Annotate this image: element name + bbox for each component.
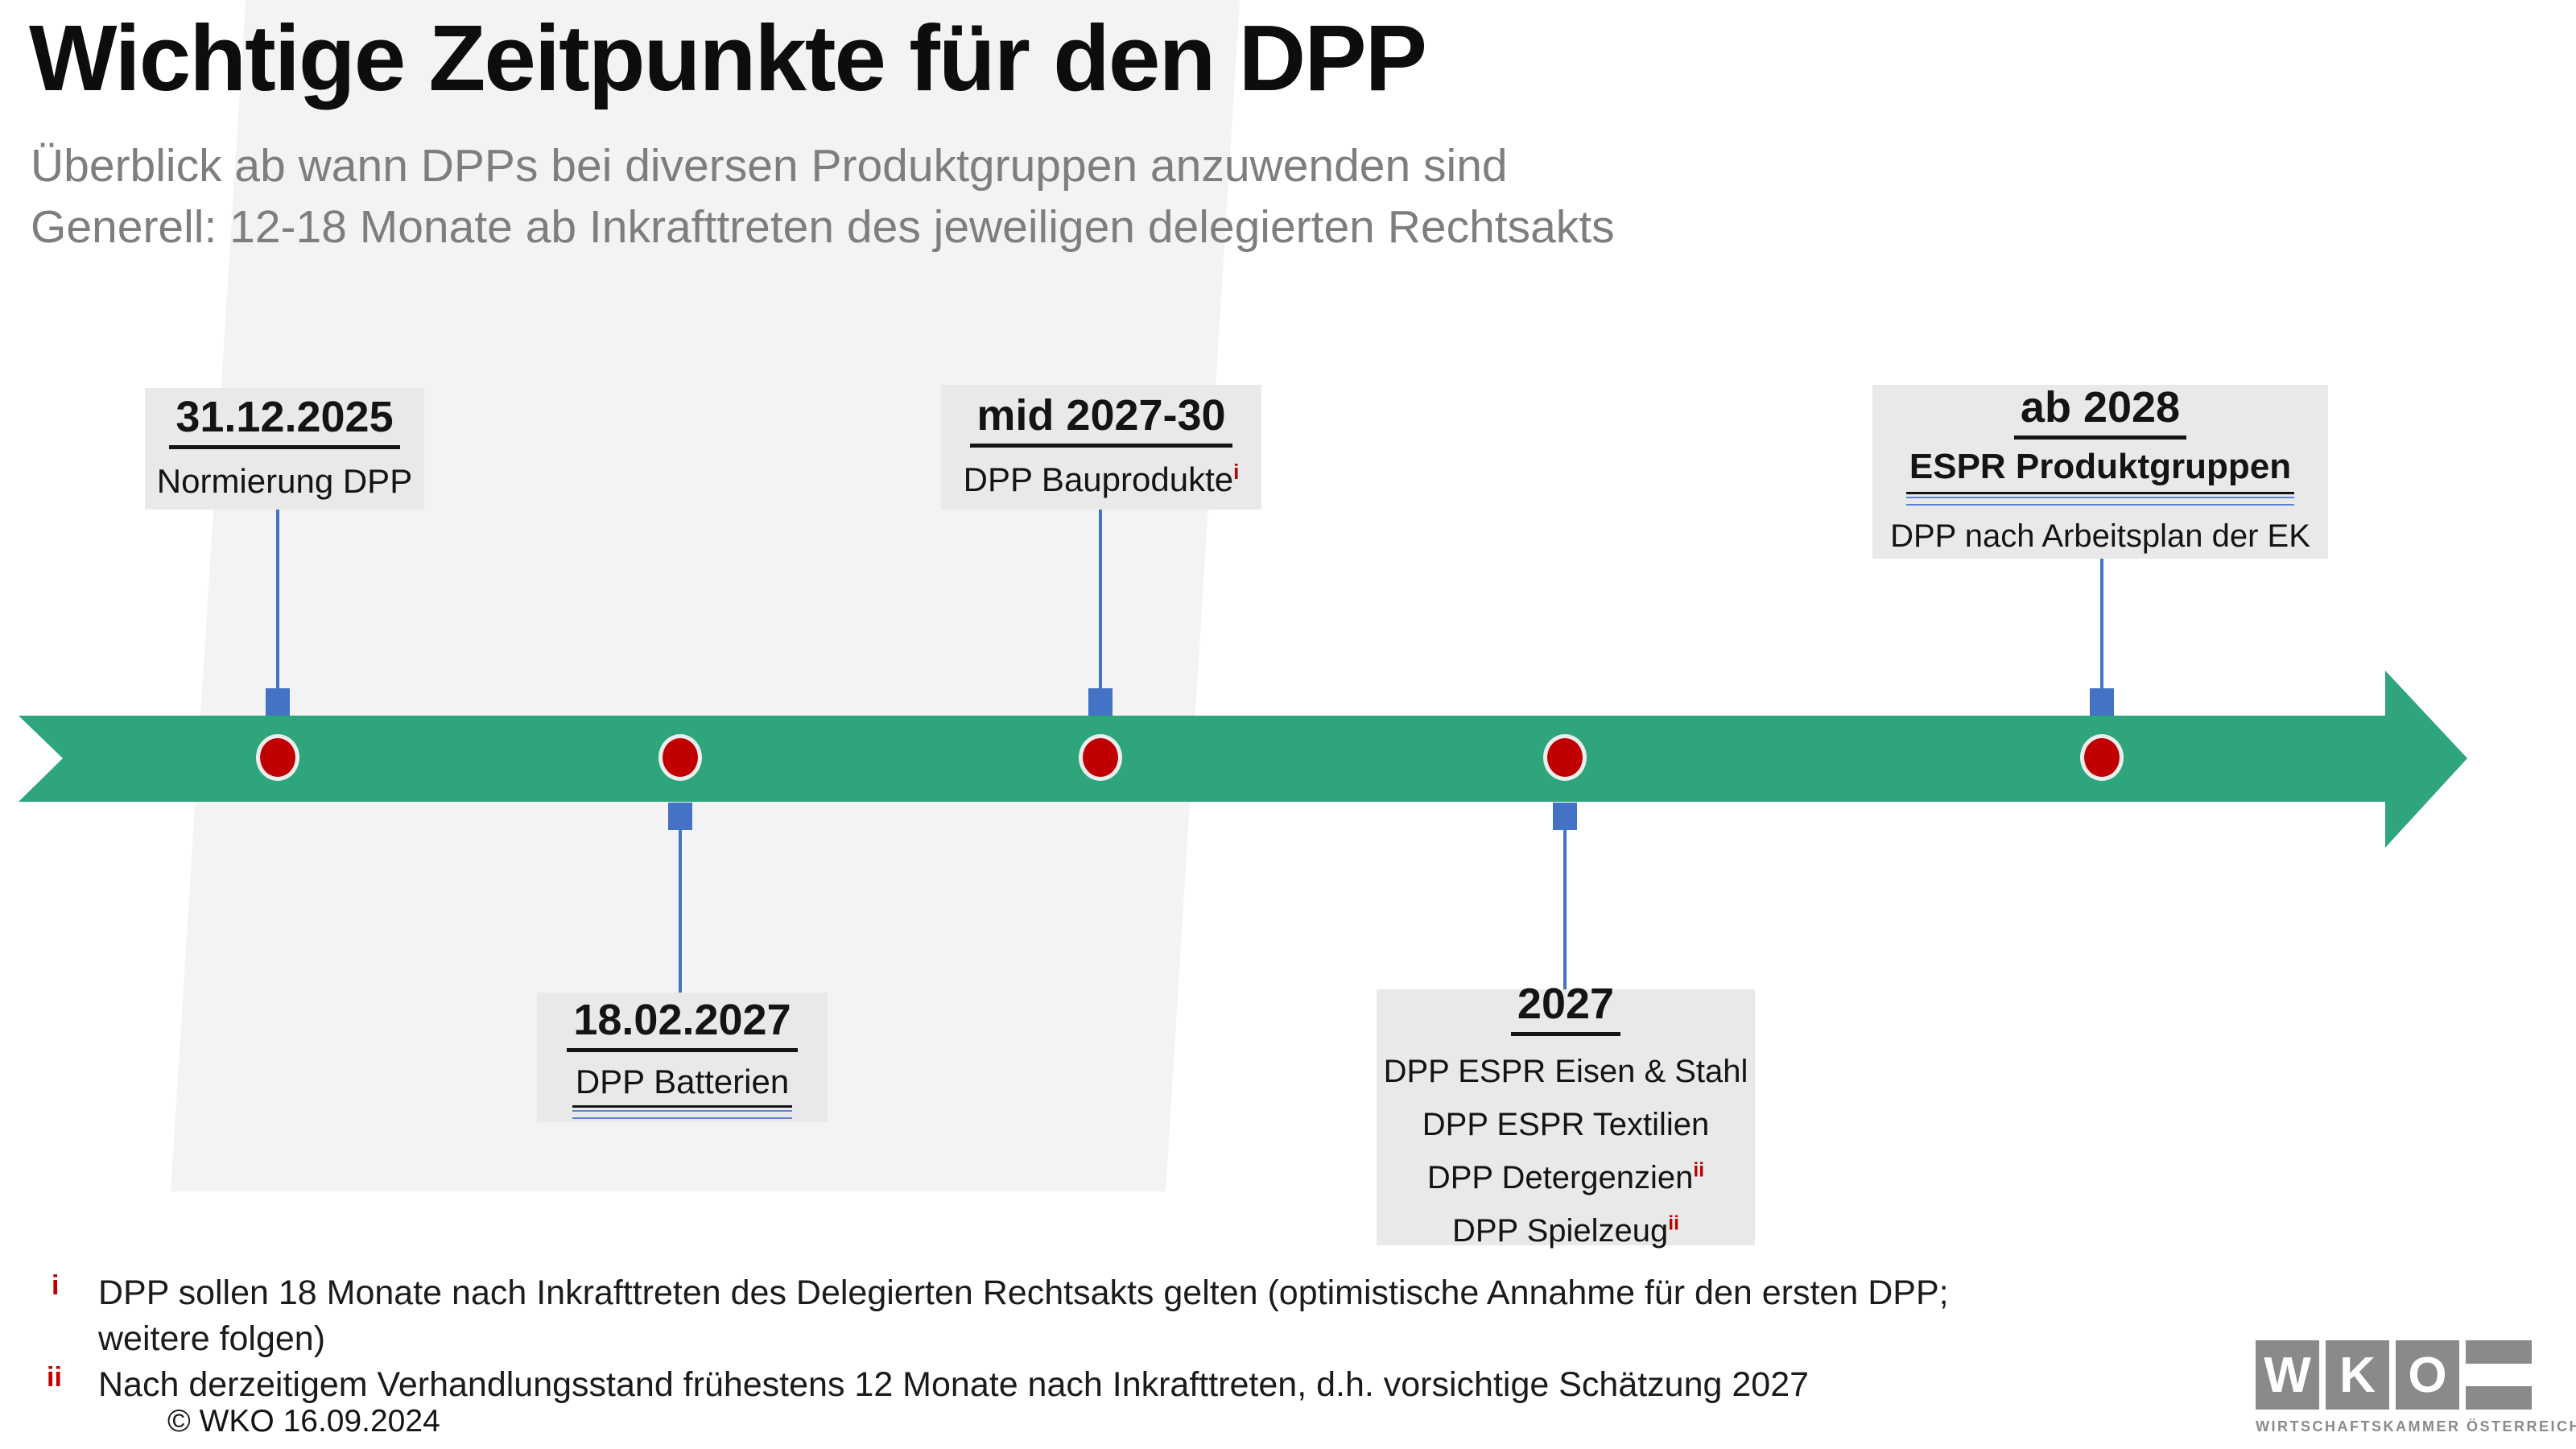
footnote-ref-ii: ii [1693, 1159, 1705, 1182]
connector-line-1 [276, 510, 279, 690]
event-line-text: DPP ESPR Textilien [1422, 1107, 1710, 1143]
footnote-marker-i: i [52, 1270, 60, 1301]
event-link-text[interactable]: DPP Batterien [572, 1062, 793, 1108]
timeline-marker-dot-4 [1543, 734, 1587, 781]
event-link-text[interactable]: ESPR Produktgruppen [1905, 446, 2295, 495]
connector-line-4 [1563, 830, 1567, 989]
event-line: DPP ESPR Textilien [1422, 1100, 1709, 1149]
link-double-underline [1905, 497, 2295, 506]
event-line-text: DPP ESPR Eisen & Stahl [1383, 1054, 1748, 1090]
event-line: DPP nach Arbeitsplan der EK [1890, 512, 2310, 560]
event-line-text: DPP Spielzeug [1451, 1213, 1669, 1249]
event-line: DPP Bauproduktei [964, 457, 1240, 503]
copyright: © WKO 16.09.2024 [167, 1404, 440, 1439]
event-date: 18.02.2027 [567, 996, 798, 1053]
connector-line-5 [2100, 559, 2103, 690]
logo-letter-o: O [2396, 1340, 2459, 1410]
connector-line-3 [1099, 510, 1102, 690]
footnote-text-i: DPP sollen 18 Monate nach Inkrafttreten … [98, 1274, 1949, 1359]
subtitle: Überblick ab wann DPPs bei diversen Prod… [31, 135, 1615, 258]
event-box-espr-produktgruppen: ab 2028 ESPR Produktgruppen DPP nach Arb… [1872, 383, 2328, 560]
subtitle-line-2: Generell: 12-18 Monate ab Inkrafttreten … [31, 201, 1615, 254]
connector-line-2 [679, 830, 682, 993]
footnote-marker-ii: ii [47, 1362, 62, 1393]
footnote-text-ii: Nach derzeitigem Verhandlungsstand frühe… [98, 1365, 1810, 1404]
wko-logo: W K O WIRTSCHAFTSKAMMER ÖSTERREICH [2256, 1340, 2576, 1435]
connector-square-3 [1088, 688, 1113, 716]
event-date: mid 2027-30 [970, 391, 1232, 448]
event-line: DPP Detergenzienii [1427, 1154, 1704, 1202]
event-box-dpp-batterien: 18.02.2027 DPP Batterien [537, 993, 828, 1122]
connector-square-1 [266, 688, 290, 716]
wko-logo-row: W K O [2256, 1340, 2576, 1410]
footnote-ref-i: i [1233, 460, 1240, 485]
event-line-text: Normierung DPP [156, 462, 413, 501]
connector-square-2 [668, 803, 692, 830]
connector-square-5 [2090, 688, 2114, 716]
timeline-marker-dot-1 [256, 734, 299, 781]
logo-flag-bar-bottom [2466, 1386, 2532, 1410]
link-double-underline [572, 1110, 793, 1120]
event-line-text: DPP nach Arbeitsplan der EK [1890, 518, 2310, 555]
event-line: DPP ESPR Eisen & Stahl [1384, 1047, 1748, 1096]
event-date: 31.12.2025 [169, 393, 400, 450]
footnote-ref-ii: ii [1668, 1212, 1680, 1235]
event-link[interactable]: ESPR Produktgruppen [1905, 446, 2295, 506]
logo-flag-bar-top [2466, 1340, 2532, 1364]
event-box-2027-group: 2027 DPP ESPR Eisen & Stahl DPP ESPR Tex… [1377, 980, 1755, 1249]
page-title: Wichtige Zeitpunkte für den DPP [29, 6, 1427, 110]
subtitle-line-1: Überblick ab wann DPPs bei diversen Prod… [31, 140, 1508, 192]
logo-letter-w: W [2256, 1340, 2319, 1410]
event-line: DPP Spielzeugii [1452, 1207, 1679, 1255]
event-box-normierung-dpp: 31.12.2025 Normierung DPP [145, 388, 424, 510]
event-line-text: DPP Bauprodukte [963, 460, 1234, 499]
logo-letter-k: K [2326, 1340, 2389, 1410]
event-line-text: DPP Detergenzien [1426, 1160, 1694, 1196]
logo-flag-icon [2466, 1340, 2532, 1410]
connector-square-4 [1553, 803, 1577, 830]
logo-caption: WIRTSCHAFTSKAMMER ÖSTERREICH [2256, 1418, 2576, 1435]
event-link[interactable]: DPP Batterien [572, 1062, 793, 1120]
event-line: Normierung DPP [157, 459, 412, 505]
timeline-marker-dot-3 [1079, 734, 1122, 781]
event-date: ab 2028 [2013, 383, 2187, 440]
event-box-dpp-bauprodukte: mid 2027-30 DPP Bauproduktei [941, 385, 1261, 510]
event-date: 2027 [1510, 980, 1621, 1037]
timeline-marker-dot-5 [2080, 734, 2124, 781]
timeline-marker-dot-2 [658, 734, 702, 781]
